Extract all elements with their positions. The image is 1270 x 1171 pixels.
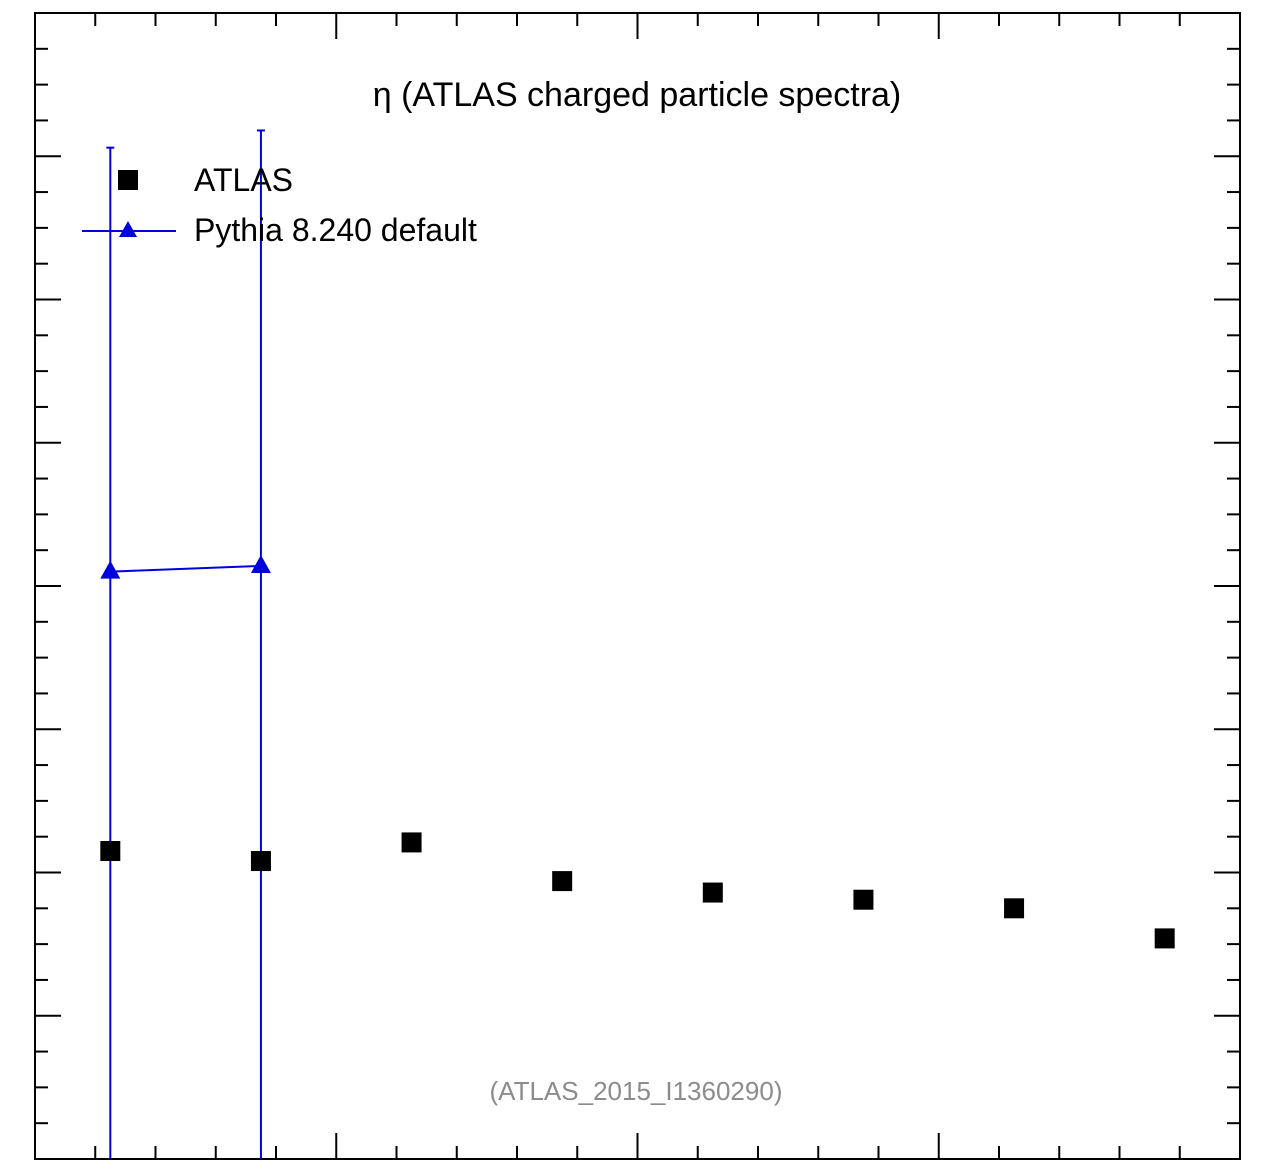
pythia-point xyxy=(100,560,121,579)
atlas-point xyxy=(250,851,271,872)
analysis-reference: (ATLAS_2015_I1360290) xyxy=(490,1076,783,1106)
atlas-point xyxy=(100,841,121,862)
legend-pythia-marker xyxy=(119,221,137,237)
axis-ticks xyxy=(35,13,1240,1159)
atlas-point xyxy=(401,832,422,853)
atlas-point xyxy=(1004,898,1025,919)
atlas-point xyxy=(853,889,874,910)
pythia-point xyxy=(250,554,271,573)
atlas-point xyxy=(1154,928,1175,949)
legend-pythia-label: Pythia 8.240 default xyxy=(194,212,477,248)
atlas-point xyxy=(552,871,573,892)
pythia-series-line xyxy=(110,564,261,573)
atlas-point xyxy=(702,882,723,903)
legend: ATLAS Pythia 8.240 default xyxy=(82,162,477,248)
series-layer xyxy=(100,129,1175,1159)
legend-atlas-label: ATLAS xyxy=(194,162,293,198)
chart-title: η (ATLAS charged particle spectra) xyxy=(373,76,902,114)
legend-atlas-marker xyxy=(118,170,138,190)
